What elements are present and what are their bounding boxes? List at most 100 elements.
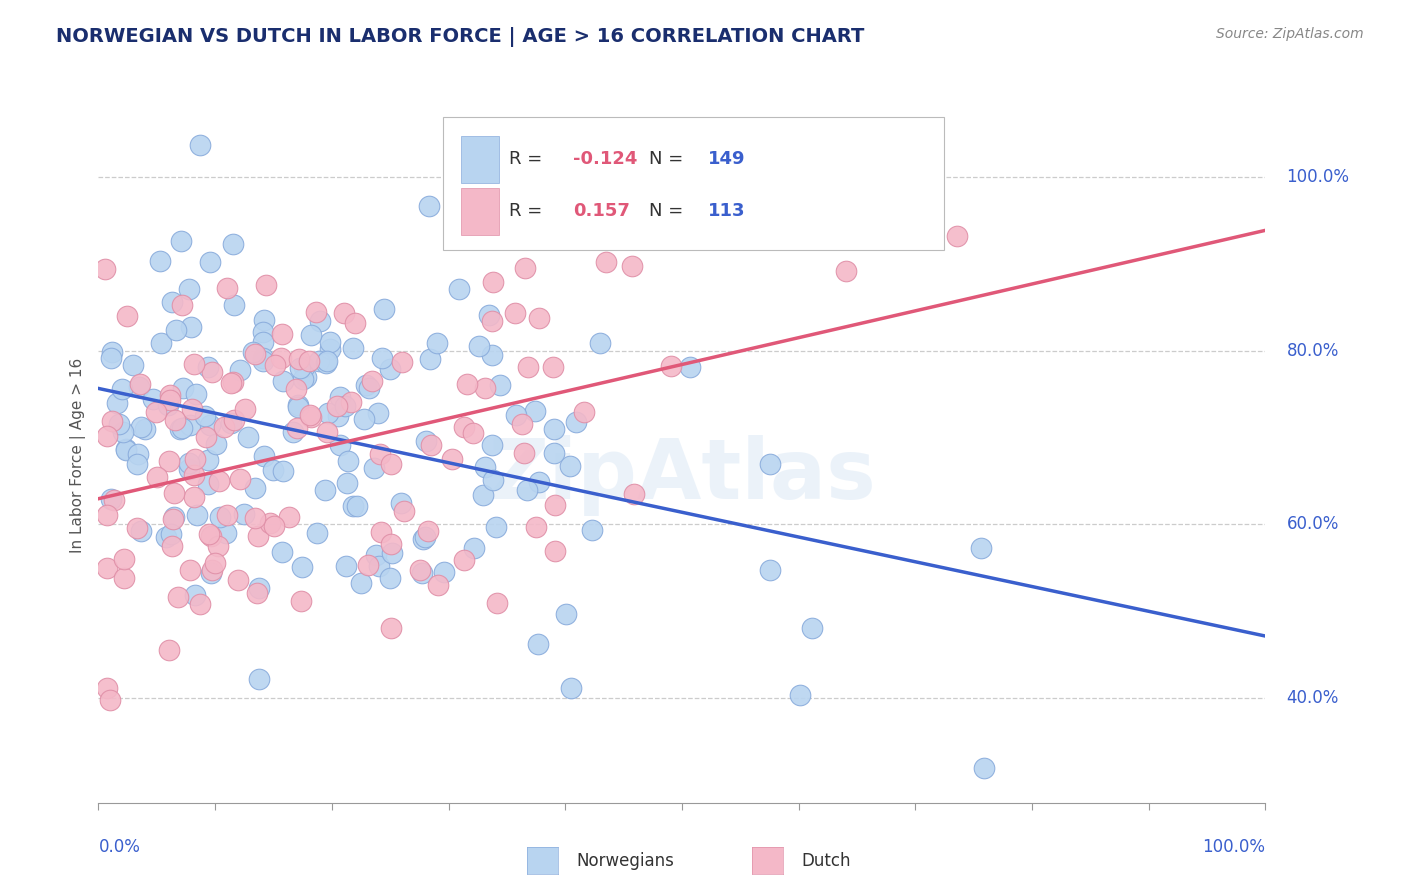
Point <box>426 578 449 592</box>
Point <box>179 563 201 577</box>
Point <box>481 275 503 289</box>
Point <box>96 561 118 575</box>
Text: Source: ZipAtlas.com: Source: ZipAtlas.com <box>1216 27 1364 41</box>
Point <box>471 488 494 502</box>
Point <box>371 351 394 365</box>
Point <box>340 395 363 409</box>
Point <box>183 467 205 482</box>
Point <box>391 355 413 369</box>
Point <box>264 358 287 372</box>
Point <box>527 475 550 490</box>
Point <box>162 512 184 526</box>
Point <box>481 314 503 328</box>
Point <box>125 520 148 534</box>
Point <box>179 462 201 476</box>
Point <box>177 282 200 296</box>
Point <box>222 236 245 251</box>
Text: 0.0%: 0.0% <box>98 838 141 856</box>
Point <box>150 336 173 351</box>
Point <box>186 508 208 522</box>
Point <box>129 524 152 539</box>
Point <box>329 390 352 404</box>
Point <box>800 621 823 635</box>
Point <box>100 351 122 365</box>
Point <box>361 374 384 388</box>
Point <box>319 343 342 357</box>
Point <box>204 556 226 570</box>
Point <box>332 306 354 320</box>
Point <box>350 576 373 591</box>
Point <box>247 528 270 542</box>
Point <box>336 453 359 467</box>
Point <box>333 400 356 414</box>
Point <box>245 510 267 524</box>
Point <box>413 530 436 544</box>
Point <box>233 401 256 416</box>
Point <box>162 539 184 553</box>
Point <box>167 590 190 604</box>
Text: ZipAtlas: ZipAtlas <box>488 435 876 516</box>
Point <box>208 510 231 524</box>
Point <box>291 372 314 386</box>
Point <box>301 328 323 343</box>
Point <box>155 531 177 545</box>
Point <box>305 305 328 319</box>
Point <box>380 621 402 635</box>
Point <box>177 456 200 470</box>
Point <box>623 486 645 500</box>
Point <box>287 400 309 414</box>
Point <box>481 348 503 362</box>
Point <box>315 356 337 370</box>
Point <box>208 475 231 489</box>
Point <box>271 375 294 389</box>
Point <box>201 365 224 379</box>
Point <box>197 476 219 491</box>
Point <box>96 429 118 443</box>
Point <box>621 259 644 273</box>
Point <box>252 313 274 327</box>
Point <box>759 457 782 471</box>
Point <box>179 418 201 433</box>
Point <box>516 359 538 374</box>
Point <box>236 430 259 444</box>
Point <box>184 452 207 467</box>
Point <box>146 469 169 483</box>
Point <box>329 438 352 452</box>
Point <box>184 588 207 602</box>
Point <box>326 399 349 413</box>
Point <box>101 344 124 359</box>
Point <box>343 316 366 330</box>
Point <box>253 449 276 463</box>
Point <box>565 415 588 429</box>
Point <box>456 377 478 392</box>
Point <box>215 508 238 523</box>
Point <box>224 413 246 427</box>
Point <box>117 309 139 323</box>
Text: 113: 113 <box>707 202 745 220</box>
Point <box>373 302 395 317</box>
Point <box>186 387 208 401</box>
Point <box>973 761 995 775</box>
Text: -0.124: -0.124 <box>574 150 638 169</box>
Point <box>129 419 152 434</box>
Text: 100.0%: 100.0% <box>1202 838 1265 856</box>
Point <box>353 411 375 425</box>
Point <box>183 357 205 371</box>
Text: N =: N = <box>650 202 689 220</box>
Point <box>170 298 193 312</box>
Point <box>291 560 314 574</box>
Point <box>100 414 122 428</box>
Point <box>290 593 312 607</box>
Point <box>342 341 364 355</box>
Point <box>394 504 416 518</box>
Point <box>354 378 377 392</box>
Point <box>447 281 470 295</box>
Point <box>342 499 364 513</box>
Point <box>581 523 603 537</box>
Text: N =: N = <box>650 150 689 169</box>
Point <box>98 693 121 707</box>
Point <box>194 409 217 424</box>
Point <box>245 347 267 361</box>
Point <box>294 369 316 384</box>
Point <box>160 527 183 541</box>
